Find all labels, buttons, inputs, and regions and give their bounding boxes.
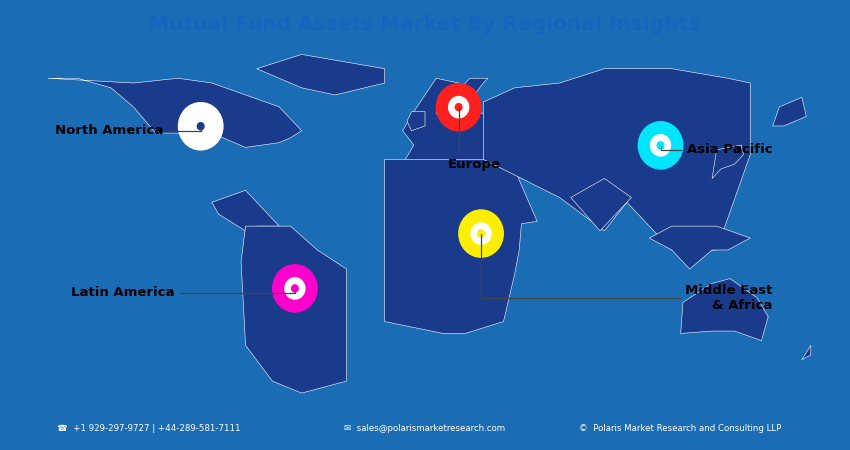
Circle shape bbox=[449, 97, 468, 118]
FancyArrow shape bbox=[468, 245, 495, 248]
Circle shape bbox=[197, 123, 204, 130]
FancyArrow shape bbox=[647, 157, 674, 159]
Circle shape bbox=[285, 278, 305, 299]
Circle shape bbox=[459, 210, 503, 257]
Circle shape bbox=[478, 230, 484, 237]
FancyArrow shape bbox=[281, 300, 309, 302]
Text: Mutual Fund Assets Market By Regional Insights: Mutual Fund Assets Market By Regional In… bbox=[150, 15, 700, 34]
FancyArrow shape bbox=[187, 138, 214, 140]
Circle shape bbox=[638, 122, 683, 169]
Text: Europe: Europe bbox=[447, 108, 501, 171]
Circle shape bbox=[436, 84, 481, 131]
Text: Middle East
& Africa: Middle East & Africa bbox=[481, 234, 773, 312]
Circle shape bbox=[190, 116, 211, 137]
Circle shape bbox=[273, 265, 317, 312]
Text: North America: North America bbox=[55, 124, 201, 137]
Circle shape bbox=[471, 223, 491, 244]
Circle shape bbox=[657, 142, 664, 149]
Text: Latin America: Latin America bbox=[71, 286, 295, 299]
Circle shape bbox=[178, 103, 223, 150]
Circle shape bbox=[292, 285, 298, 292]
Circle shape bbox=[456, 104, 462, 111]
Text: ©  Polaris Market Research and Consulting LLP: © Polaris Market Research and Consulting… bbox=[579, 424, 781, 433]
Circle shape bbox=[650, 135, 671, 156]
Text: ☎  +1 929-297-9727 | +44-289-581-7111: ☎ +1 929-297-9727 | +44-289-581-7111 bbox=[57, 424, 241, 433]
FancyArrow shape bbox=[445, 119, 472, 122]
Text: Asia Pacific: Asia Pacific bbox=[660, 143, 773, 156]
Text: ✉  sales@polarismarketresearch.com: ✉ sales@polarismarketresearch.com bbox=[344, 424, 506, 433]
